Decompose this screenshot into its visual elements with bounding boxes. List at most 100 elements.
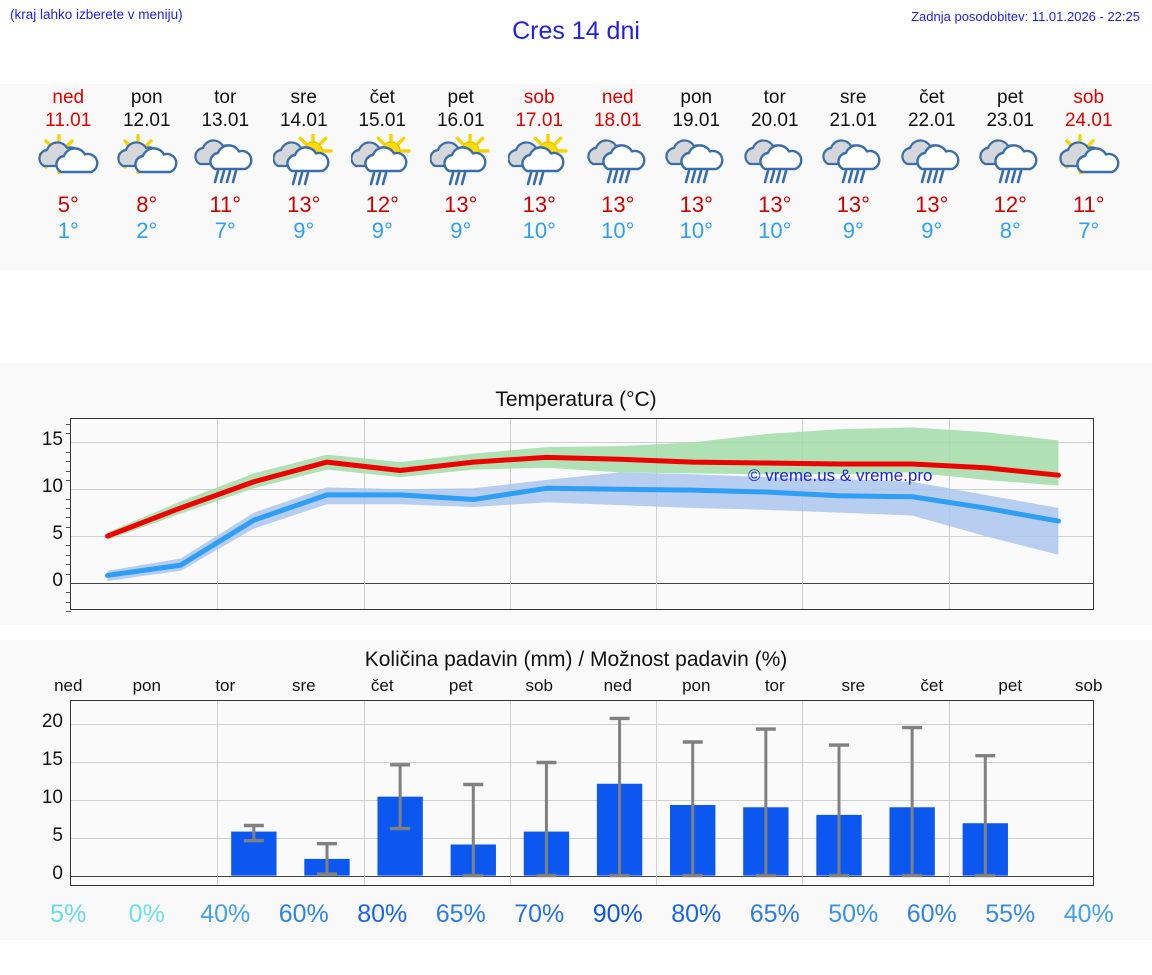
day-date: 15.01 [358,110,407,131]
cloud-rain-icon [814,134,893,192]
gridline-horizontal [71,799,1093,801]
forecast-day-column[interactable]: tor 13.01 11° 7° [186,84,265,244]
last-updated: Zadnja posodobitev: 11.01.2026 - 22:25 [911,9,1140,24]
sun-cloud-icon [1050,134,1129,192]
precipitation-day-label: sre [841,676,866,695]
gridline-vertical [802,701,804,885]
temperature-min: 10° [758,218,792,243]
axis-minor-tick [66,451,71,453]
temperature-series-overlay [105,427,1061,582]
y-axis-tick-label: 5 [52,824,63,846]
precipitation-day-label: čet [370,676,394,695]
precipitation-probability-label: 90% [592,900,643,928]
axis-minor-tick [66,601,71,603]
temperature-min: 10° [601,218,635,243]
daily-forecast-strip: ned 11.01 5° 1° pon 12.01 8° 2° tor 13.01 11° 7° sre… [0,84,1152,270]
precipitation-probability-label: 80% [671,900,722,928]
axis-minor-tick [66,526,71,528]
day-of-week: sob [1073,87,1105,108]
forecast-day-column[interactable]: ned 18.01 13° 10° [579,84,658,244]
temperature-min: 9° [921,218,943,243]
axis-minor-tick [66,592,71,594]
gridline-vertical [509,419,511,609]
precipitation-probability-label: 60% [906,900,957,928]
precipitation-probability-label: 55% [985,900,1036,928]
y-axis-tick-label: 10 [41,476,63,498]
temperature-plot: 0 5 10 15 [42,418,1094,612]
temperature-chart-title: Temperatura (°C) [495,388,657,411]
day-date: 13.01 [201,110,250,131]
menu-hint: (kraj lahko izberete v meniju) [10,7,183,22]
temperature-max: 13° [444,192,478,217]
forecast-day-column[interactable]: pon 12.01 8° 2° [108,84,187,244]
temperature-min: 9° [371,218,393,243]
forecast-day-column[interactable]: pon 19.01 13° 10° [657,84,736,244]
gridline-horizontal [71,536,1093,538]
precipitation-day-label: pet [448,676,473,695]
day-of-week: sre [840,87,867,108]
forecast-day-column[interactable]: pet 16.01 13° 9° [422,84,501,244]
precipitation-day-label: pon [132,676,161,695]
forecast-day-column[interactable]: čet 15.01 12° 9° [343,84,422,244]
precipitation-day-label: sob [525,676,553,695]
precipitation-day-label: tor [215,676,236,695]
day-of-week: sob [523,87,555,108]
day-date: 20.01 [750,110,799,131]
temperature-max: 13° [836,192,870,217]
axis-minor-tick [66,507,71,509]
forecast-day-column[interactable]: tor 20.01 13° 10° [736,84,815,244]
cloud-rain-icon [893,134,972,192]
precipitation-day-label: čet [920,676,944,695]
temperature-line [105,485,1061,578]
temperature-min: 8° [999,218,1021,243]
y-axis-tick-label: 10 [41,786,63,808]
precipitation-probability-label: 0% [128,900,165,928]
precipitation-probability-label: 50% [828,900,879,928]
day-date: 21.01 [829,110,878,131]
temperature-min: 9° [450,218,472,243]
forecast-day-column[interactable]: ned 11.01 5° 1° [29,84,108,244]
y-axis-tick-label: 15 [41,429,63,451]
forecast-day-column[interactable]: pet 23.01 12° 8° [971,84,1050,244]
forecast-day-column[interactable]: čet 22.01 13° 9° [893,84,972,244]
forecast-day-column[interactable]: sre 14.01 13° 9° [265,84,344,244]
day-date: 12.01 [122,110,171,131]
axis-minor-tick [66,545,71,547]
gridline-vertical [802,419,804,609]
gridline-vertical [363,701,365,885]
watermark: © vreme.us & vreme.pro [748,466,933,485]
precipitation-day-label: tor [764,676,785,695]
day-date: 16.01 [436,110,485,131]
forecast-day-column[interactable]: sob 17.01 13° 10° [500,84,579,244]
axis-minor-tick [66,461,71,463]
sun-cloud-rain-icon [422,134,501,192]
precipitation-series-overlay [231,716,1008,878]
cloud-rain-icon [971,134,1050,192]
temperature-range-band [107,472,1059,582]
gridline-vertical [656,701,658,885]
gridline-horizontal [71,761,1093,763]
forecast-day-column[interactable]: sre 21.01 13° 9° [814,84,893,244]
day-date: 22.01 [907,110,956,131]
temperature-max: 13° [601,192,635,217]
temperature-min: 1° [57,218,79,243]
y-axis-tick-label: 15 [41,748,63,770]
y-axis-tick-label: 5 [52,523,63,545]
temperature-max: 13° [679,192,713,217]
y-axis-tick-label: 0 [52,569,63,591]
forecast-day-column[interactable]: sob 24.01 11° 7° [1050,84,1129,244]
temperature-max: 5° [57,192,79,217]
precipitation-day-label: pon [682,676,711,695]
temperature-max: 13° [522,192,556,217]
temperature-range-band [107,427,1059,540]
day-of-week: pet [997,87,1024,108]
cloud-rain-icon [186,134,265,192]
day-date: 14.01 [279,110,328,131]
temperature-max: 12° [365,192,399,217]
sun-cloud-rain-icon [500,134,579,192]
sun-cloud-rain-icon [343,134,422,192]
day-of-week: pet [447,87,474,108]
day-date: 24.01 [1064,110,1113,131]
y-axis-tick-label: 0 [52,862,63,884]
gridline-horizontal [71,837,1093,839]
